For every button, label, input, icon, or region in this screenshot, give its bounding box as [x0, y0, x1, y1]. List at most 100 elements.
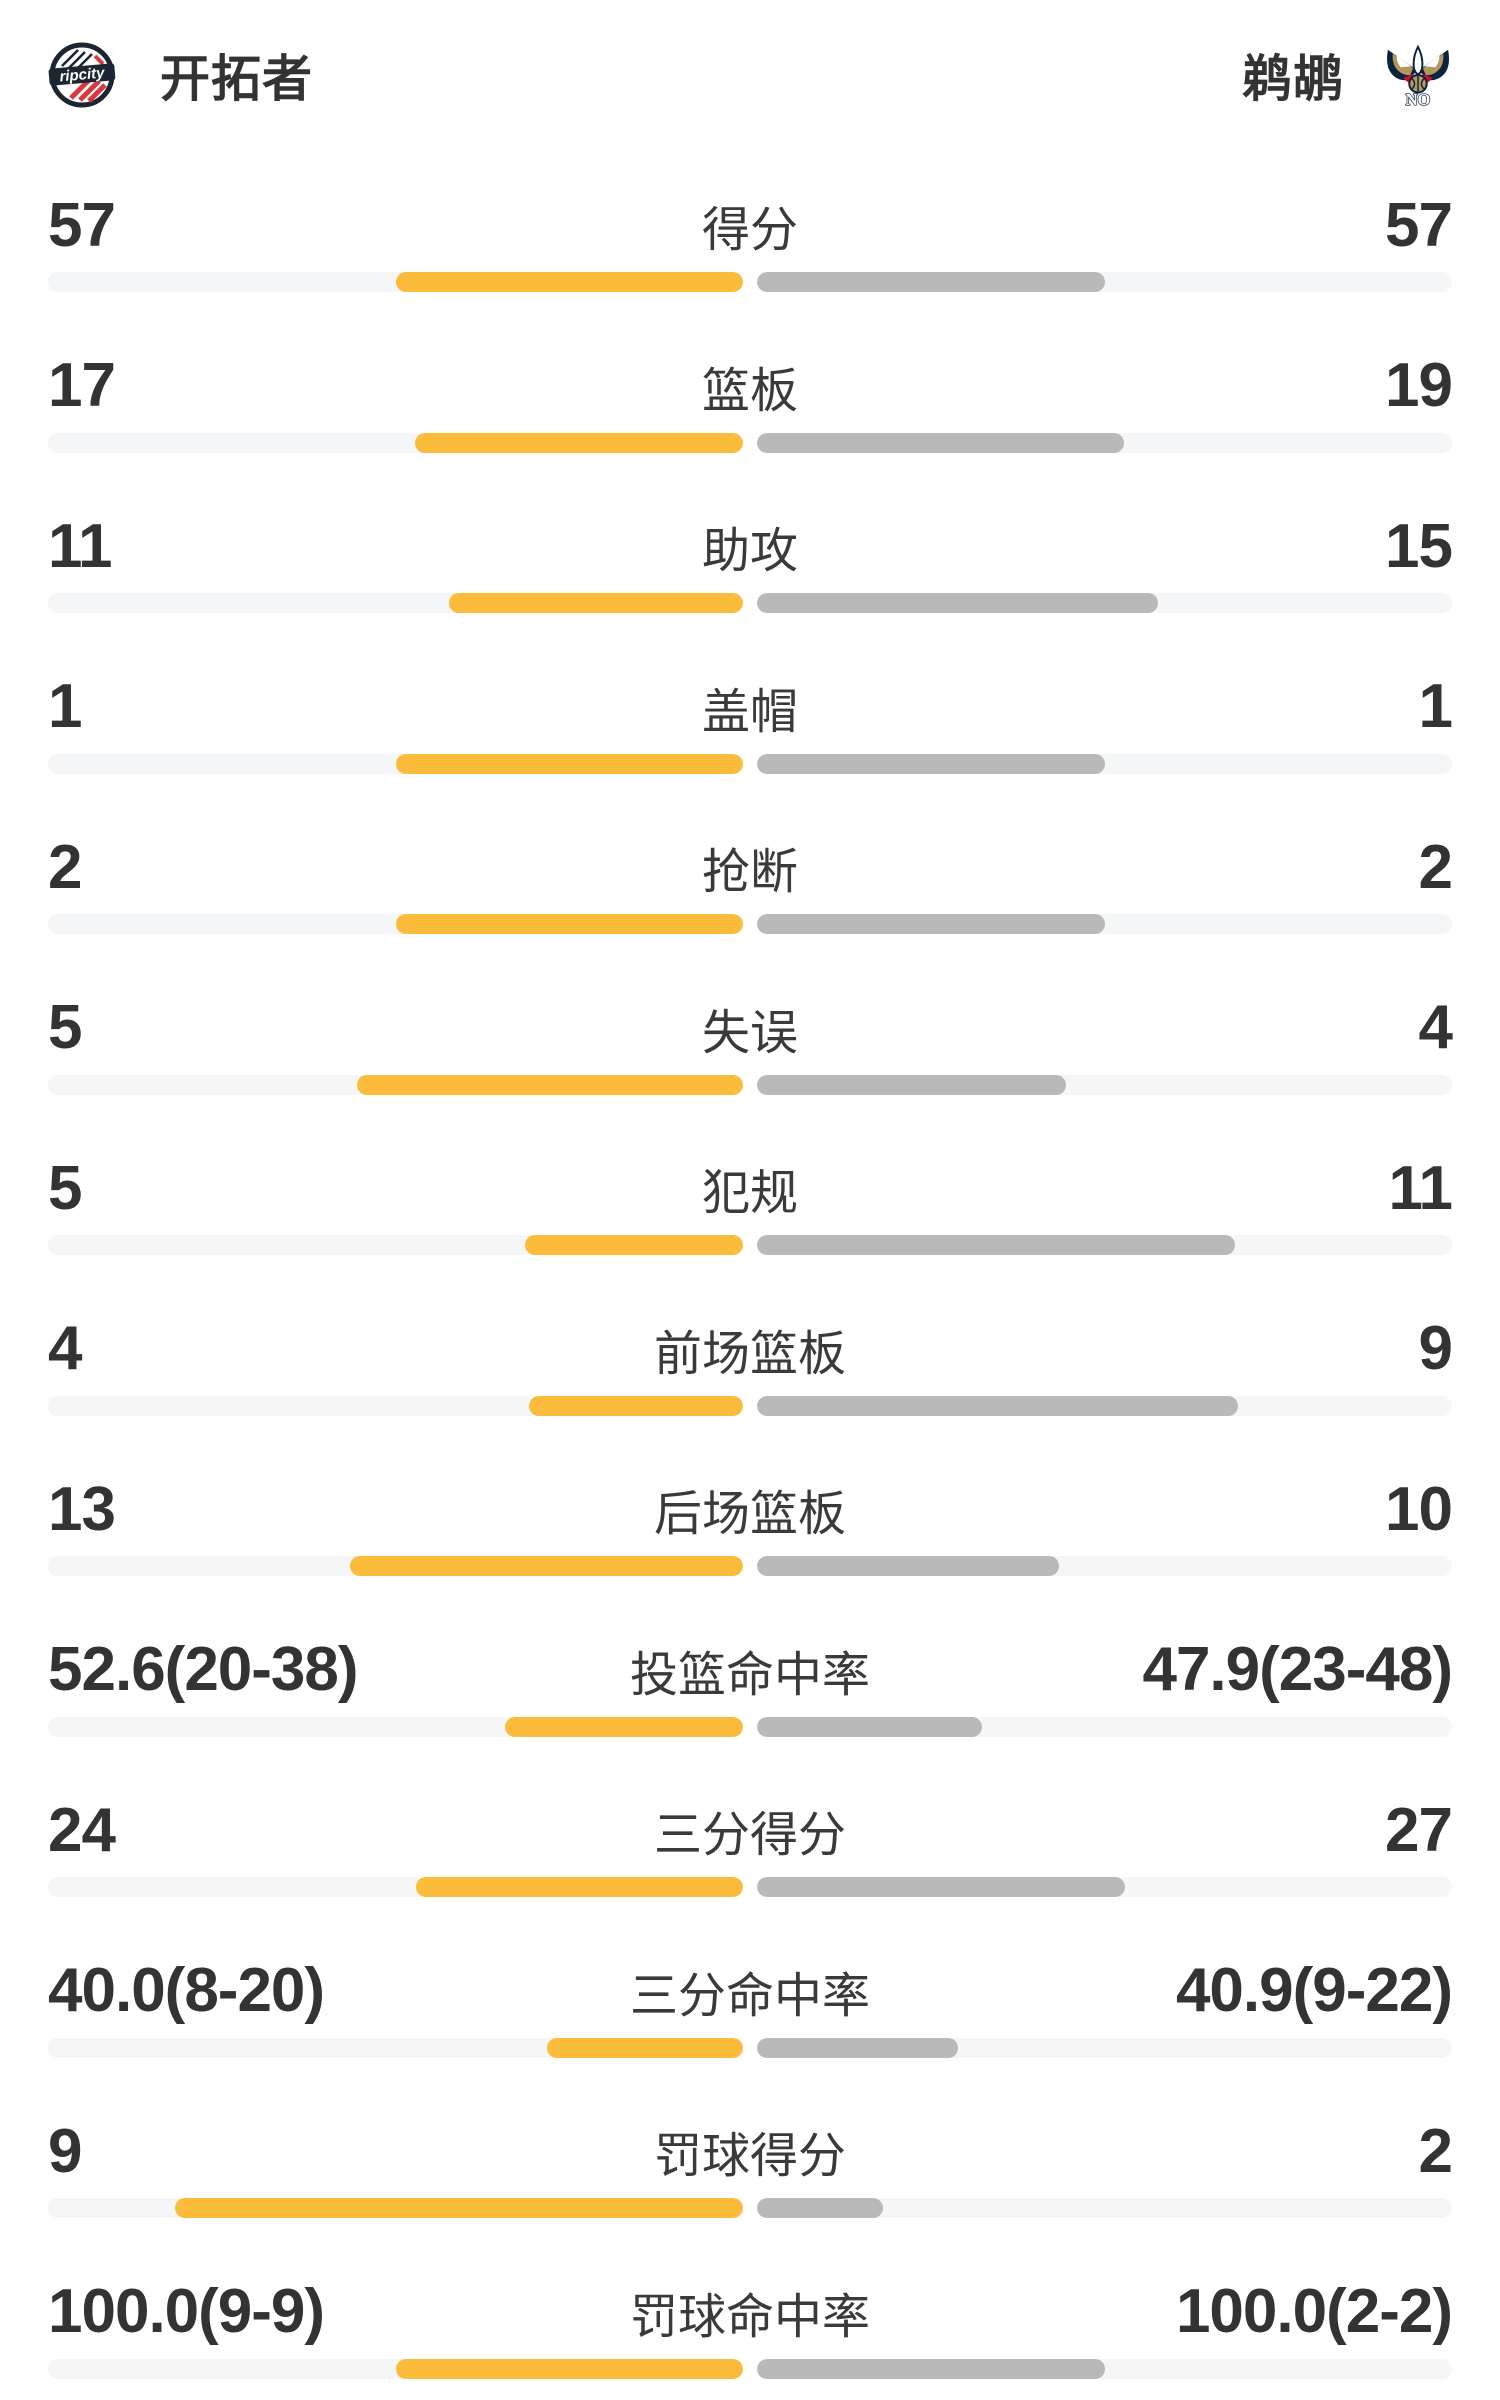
stat-bars [48, 1716, 1452, 1737]
home-value: 2 [48, 832, 82, 902]
away-bar-track [757, 1395, 1452, 1416]
stat-row-line: 57 得分 57 [0, 176, 1500, 274]
stat-label: 前场篮板 [654, 1327, 847, 1381]
home-bar-track [48, 1235, 743, 1255]
away-bar-fill [757, 1235, 1236, 1255]
stat-row: 4 前场篮板 9 [0, 1300, 1500, 1461]
away-value: 10 [1385, 1474, 1453, 1544]
stat-label: 篮板 [702, 364, 799, 418]
stat-label: 犯规 [702, 1167, 799, 1220]
home-bar-track [48, 753, 743, 774]
stat-label: 三分得分 [654, 1809, 847, 1862]
away-value: 2 [1418, 832, 1453, 902]
away-value: 100.0(2-2) [1175, 2277, 1453, 2346]
home-team-name: 开拓者 [160, 51, 313, 107]
stat-row: 9 罚球得分 2 [0, 2102, 1500, 2263]
home-bar-fill [395, 272, 743, 292]
stat-bars [48, 2198, 1452, 2218]
stat-row-line: 100.0(9-9) 罚球命中率 100.0(2-2) [0, 2263, 1500, 2361]
stat-label: 失误 [702, 1006, 799, 1060]
away-bar-track [757, 914, 1452, 934]
away-bar-track [757, 1235, 1452, 1255]
stat-row-line: 52.6(20-38) 投篮命中率 47.9(23-48) [0, 1621, 1500, 1719]
home-bar-fill [350, 1556, 743, 1576]
away-value: 19 [1385, 351, 1453, 420]
stat-row: 40.0(8-20) 三分命中率 40.9(9-22) [0, 1942, 1500, 2103]
away-bar-fill [757, 753, 1105, 774]
stat-label: 抢断 [702, 846, 799, 899]
stat-bars [48, 2037, 1452, 2058]
away-bar-track [757, 432, 1452, 453]
home-bar-fill [525, 1235, 743, 1255]
away-bar-fill [757, 2037, 958, 2058]
stats-list: 57 得分 57 17 篮板 19 [0, 176, 1500, 2400]
home-bar-track [48, 1877, 743, 1897]
stat-row: 17 篮板 19 [0, 337, 1500, 498]
home-bar-fill [395, 2358, 743, 2379]
away-bar-track [757, 2037, 1452, 2058]
away-bar-fill [757, 593, 1158, 613]
stat-row: 11 助攻 15 [0, 497, 1500, 658]
stat-row-line: 5 失误 4 [0, 979, 1500, 1077]
away-value: 27 [1385, 1795, 1453, 1865]
away-bar-fill [757, 1556, 1060, 1576]
trail-blazers-logo-icon: ripcity [48, 42, 116, 108]
stat-row: 1 盖帽 1 [0, 658, 1500, 819]
away-bar-track [757, 753, 1452, 774]
stat-bars [48, 1235, 1452, 1255]
home-value: 40.0(8-20) [48, 1956, 325, 2025]
stat-row: 52.6(20-38) 投篮命中率 47.9(23-48) [0, 1621, 1500, 1782]
away-value: 9 [1418, 1314, 1453, 1383]
home-value: 100.0(9-9) [48, 2277, 325, 2346]
home-bar-track [48, 2198, 743, 2218]
away-value: 40.9(9-22) [1175, 1956, 1453, 2025]
home-value: 13 [48, 1474, 116, 1544]
stat-label: 投篮命中率 [630, 1648, 871, 1702]
home-value: 1 [48, 672, 82, 741]
home-bar-track [48, 1395, 743, 1416]
home-bar-fill [449, 593, 743, 613]
stat-bars [48, 272, 1452, 292]
scoreboard-header: ripcity 开拓者 鹈鹕 NO [0, 0, 1500, 110]
stat-row: 100.0(9-9) 罚球命中率 100.0(2-2) [0, 2263, 1500, 2400]
home-bar-track [48, 1074, 743, 1095]
stat-label: 三分命中率 [630, 1969, 871, 2023]
stat-row-line: 11 助攻 15 [0, 497, 1500, 595]
stat-row: 24 三分得分 27 [0, 1781, 1500, 1942]
home-value: 9 [48, 2116, 82, 2186]
away-bar-fill [757, 914, 1105, 934]
stat-row-line: 17 篮板 19 [0, 337, 1500, 435]
away-bar-track [757, 272, 1452, 292]
away-team-name: 鹈鹕 [1242, 51, 1344, 107]
home-bar-fill [356, 1074, 743, 1095]
away-value: 15 [1385, 511, 1453, 581]
stat-bars [48, 753, 1452, 774]
stat-row: 13 后场篮板 10 [0, 1460, 1500, 1621]
away-value: 4 [1418, 993, 1453, 1062]
home-bar-track [48, 914, 743, 934]
stat-bars [48, 593, 1452, 613]
stat-row: 5 犯规 11 [0, 1139, 1500, 1300]
home-bar-fill [174, 2198, 743, 2218]
home-bar-track [48, 432, 743, 453]
stat-row-line: 4 前场篮板 9 [0, 1300, 1500, 1398]
away-bar-fill [757, 2358, 1105, 2379]
stat-bars [48, 432, 1452, 453]
away-team: 鹈鹕 NO [1242, 39, 1452, 111]
home-bar-track [48, 2358, 743, 2379]
home-bar-fill [414, 432, 743, 453]
home-team: ripcity 开拓者 [48, 39, 313, 111]
home-bar-fill [395, 914, 743, 934]
away-value: 57 [1385, 190, 1453, 260]
away-value: 1 [1418, 672, 1453, 741]
stat-label: 助攻 [702, 525, 799, 578]
stat-bars [48, 2358, 1452, 2379]
away-bar-fill [757, 1716, 983, 1737]
stat-bars [48, 1877, 1452, 1897]
stat-row-line: 13 后场篮板 10 [0, 1460, 1500, 1558]
stat-row: 5 失误 4 [0, 979, 1500, 1140]
stat-row-line: 9 罚球得分 2 [0, 2102, 1500, 2200]
away-bar-fill [757, 1877, 1125, 1897]
stat-label: 得分 [702, 204, 799, 257]
home-value: 52.6(20-38) [48, 1635, 359, 1704]
